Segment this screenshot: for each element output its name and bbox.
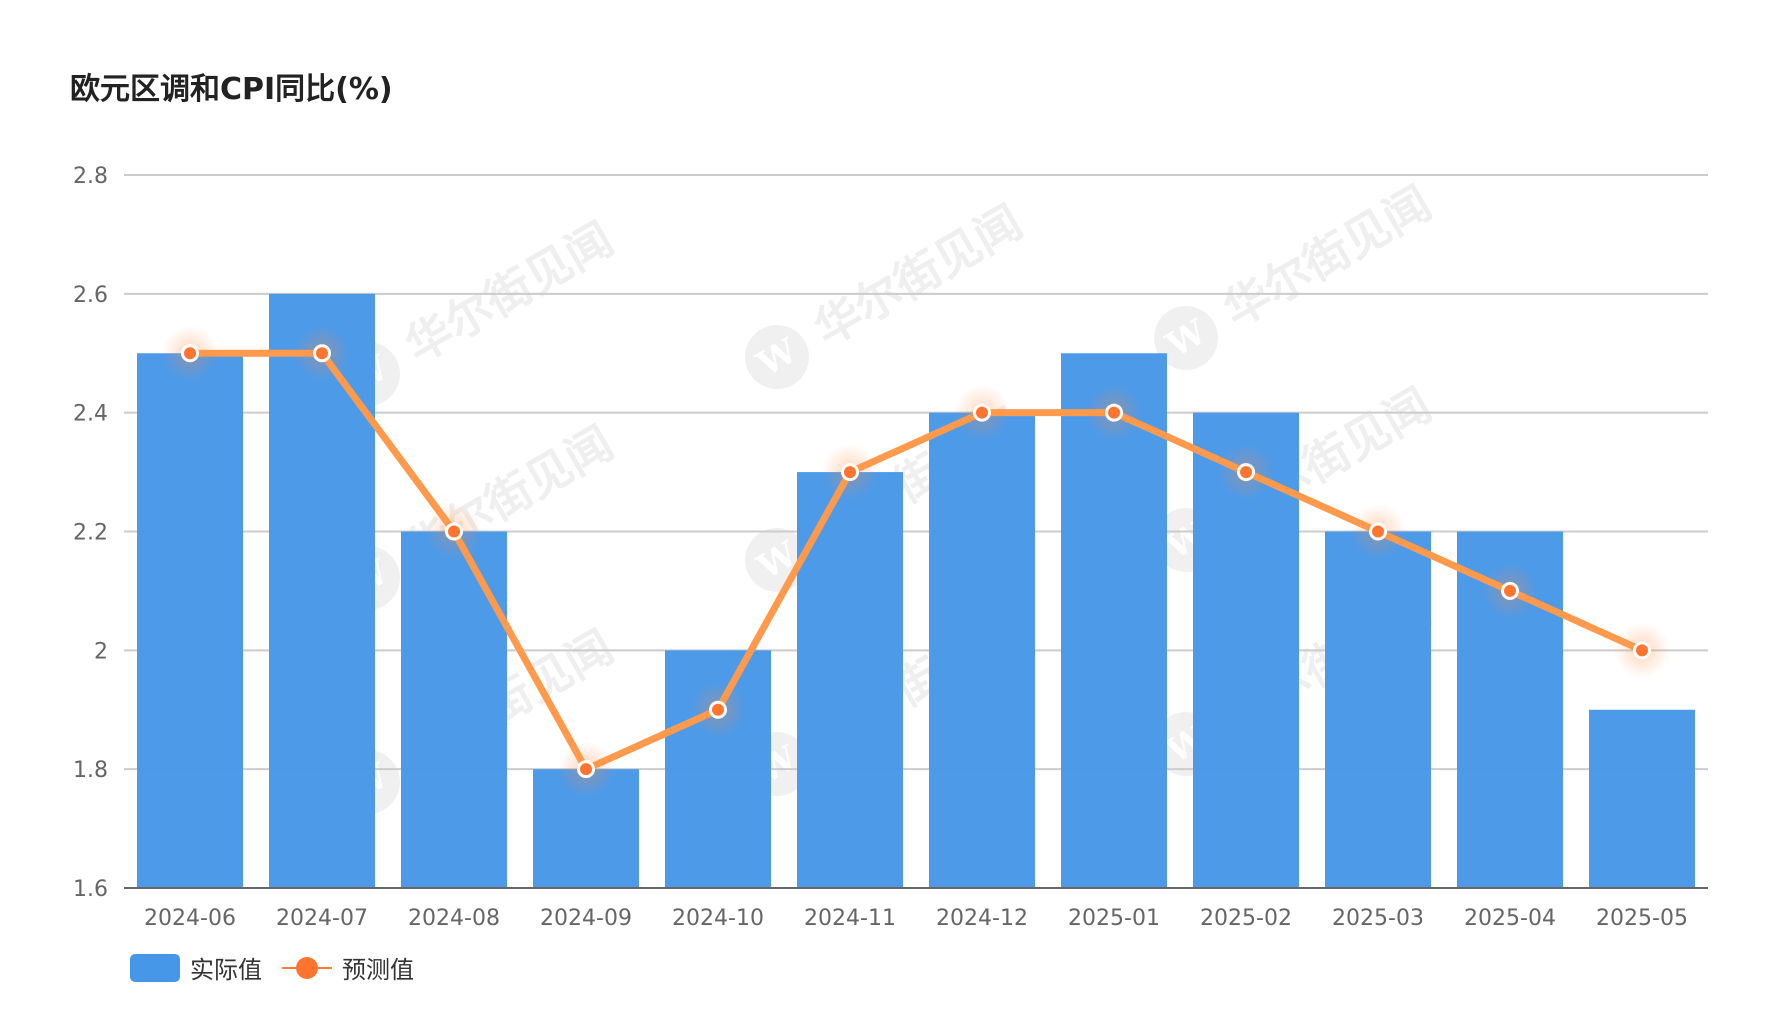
x-tick-label: 2024-08 bbox=[408, 906, 500, 931]
y-tick-label: 2 bbox=[94, 639, 108, 664]
y-tick-label: 2.8 bbox=[73, 164, 108, 189]
bar-swatch-icon bbox=[130, 953, 180, 982]
y-tick-label: 2.4 bbox=[73, 402, 108, 427]
svg-text:华尔街见闻: 华尔街见闻 bbox=[1214, 176, 1440, 338]
x-tick-label: 2025-03 bbox=[1332, 906, 1424, 931]
legend: 实际值 预测值 bbox=[130, 950, 434, 985]
x-axis-labels: 2024-06 2024-07 2024-08 2024-09 2024-10 2024-… bbox=[144, 906, 1688, 931]
grid-lines bbox=[124, 174, 1708, 771]
x-tick-label: 2025-04 bbox=[1464, 906, 1556, 931]
bar[interactable] bbox=[269, 293, 375, 888]
line-marker-swatch-icon bbox=[282, 954, 332, 982]
y-tick-label: 1.8 bbox=[73, 758, 108, 783]
x-tick-label: 2024-07 bbox=[276, 906, 368, 931]
x-tick-label: 2025-05 bbox=[1596, 906, 1688, 931]
legend-item-forecast[interactable]: 预测值 bbox=[282, 950, 414, 985]
x-tick-label: 2024-12 bbox=[936, 906, 1028, 931]
x-tick-label: 2024-09 bbox=[540, 906, 632, 931]
svg-text:华尔街见闻: 华尔街见闻 bbox=[396, 212, 622, 374]
line-series-forecast bbox=[162, 325, 1670, 798]
x-tick-label: 2024-06 bbox=[144, 906, 236, 931]
legend-item-actual[interactable]: 实际值 bbox=[130, 950, 262, 985]
legend-label-forecast: 预测值 bbox=[342, 956, 414, 984]
x-tick-label: 2024-10 bbox=[672, 906, 764, 931]
chart-title: 欧元区调和CPI同比(%) bbox=[70, 72, 393, 107]
y-tick-label: 2.6 bbox=[73, 283, 108, 308]
y-axis-labels: 1.6 1.8 2 2.2 2.4 2.6 2.8 bbox=[73, 164, 108, 902]
x-tick-label: 2025-02 bbox=[1200, 906, 1292, 931]
bar[interactable] bbox=[929, 412, 1035, 888]
bar[interactable] bbox=[1325, 531, 1431, 889]
x-tick-label: 2025-01 bbox=[1068, 906, 1160, 931]
legend-label-actual: 实际值 bbox=[190, 956, 262, 984]
svg-text:华尔街见闻: 华尔街见闻 bbox=[805, 195, 1031, 357]
x-tick-label: 2024-11 bbox=[804, 906, 896, 931]
bar[interactable] bbox=[401, 531, 507, 889]
bar[interactable] bbox=[1061, 353, 1167, 888]
bar[interactable] bbox=[1589, 709, 1695, 888]
y-tick-label: 1.6 bbox=[73, 877, 108, 902]
bar[interactable] bbox=[137, 353, 243, 888]
bar-series-actual bbox=[137, 293, 1695, 889]
y-tick-label: 2.2 bbox=[73, 521, 108, 546]
